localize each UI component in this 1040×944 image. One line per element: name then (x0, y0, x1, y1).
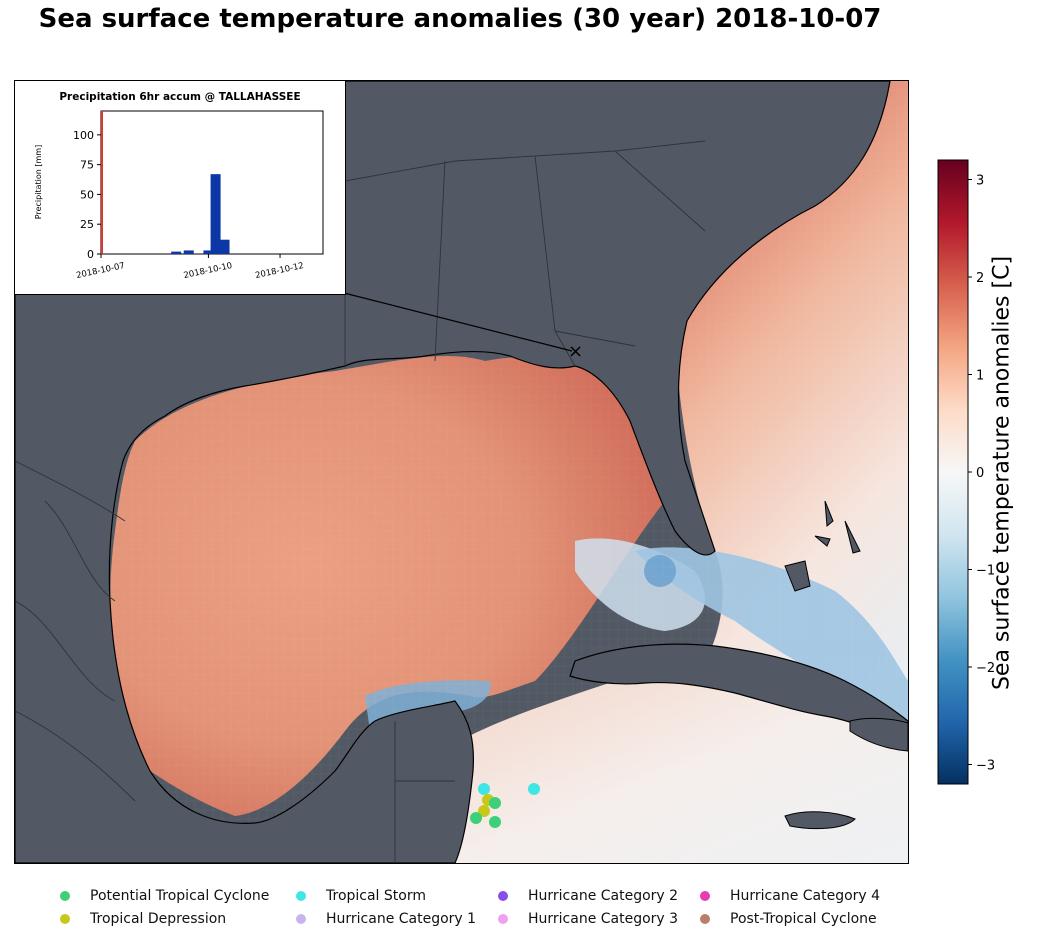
colorbar-svg: 3 2 1 0 −1 −2 −3 (937, 159, 995, 785)
colorbar-tick-label: −2 (976, 661, 995, 676)
colorbar-tick-label: 1 (976, 369, 984, 384)
storm-point (489, 816, 501, 828)
inset-bar (203, 250, 214, 254)
inset-ytick-label: 0 (87, 248, 94, 261)
legend-item: Post-Tropical Cyclone (700, 909, 877, 929)
legend-dot-icon (296, 914, 306, 924)
legend-item: Tropical Storm (296, 886, 426, 906)
legend-item: Potential Tropical Cyclone (60, 886, 269, 906)
inset-xtick-label: 2018-10-10 (183, 261, 233, 281)
inset-ytick-label: 75 (80, 159, 94, 172)
inset-xtick-label: 2018-10-07 (75, 261, 125, 281)
colorbar-tick-label: −1 (976, 564, 995, 579)
storm-point (470, 812, 482, 824)
legend-dot-icon (498, 891, 508, 901)
colorbar-tick-label: 2 (976, 271, 984, 286)
legend-dot-icon (700, 891, 710, 901)
colorbar-tick-label: 0 (976, 466, 984, 481)
legend-item: Hurricane Category 3 (498, 909, 678, 929)
jamaica-land (784, 811, 856, 830)
legend-item: Hurricane Category 2 (498, 886, 678, 906)
inset-ytick-label: 50 (80, 188, 94, 201)
legend-dot-icon (60, 891, 70, 901)
legend-dot-icon (60, 914, 70, 924)
legend-label: Hurricane Category 2 (528, 888, 679, 904)
storm-point (489, 797, 501, 809)
inset-ytick-label: 100 (73, 129, 94, 142)
inset-bar (219, 239, 230, 254)
figure-title: Sea surface temperature anomalies (30 ye… (38, 4, 882, 34)
legend-item: Hurricane Category 1 (296, 909, 476, 929)
legend-label: Potential Tropical Cyclone (90, 888, 270, 904)
colorbar-scale (937, 159, 969, 785)
bahamas-islands (784, 500, 861, 592)
inset-bar (183, 250, 194, 254)
storm-point (478, 783, 490, 795)
inset-ylabel: Precipitation [mm] (34, 145, 43, 219)
storm-legend: Potential Tropical Cyclone Tropical Depr… (60, 886, 960, 936)
inset-ytick-label: 25 (80, 218, 94, 231)
inset-bar (210, 174, 221, 254)
precipitation-inset: Precipitation 6hr accum @ TALLAHASSEE Pr… (14, 80, 346, 295)
legend-item: Hurricane Category 4 (700, 886, 880, 906)
colorbar: 3 2 1 0 −1 −2 −3 (936, 158, 1040, 788)
legend-label: Post-Tropical Cyclone (730, 911, 877, 927)
legend-label: Tropical Storm (326, 888, 426, 904)
colorbar-label: Sea surface temperature anomalies [C] (989, 255, 1015, 691)
storm-point (528, 783, 540, 795)
colorbar-tick-label: 3 (976, 174, 984, 189)
legend-dot-icon (498, 914, 508, 924)
colorbar-tick-label: −3 (976, 759, 995, 774)
legend-dot-icon (296, 891, 306, 901)
inset-bar (171, 251, 182, 254)
hispaniola-land (849, 717, 908, 752)
legend-label: Hurricane Category 1 (326, 911, 477, 927)
legend-label: Hurricane Category 3 (528, 911, 679, 927)
inset-xtick-label: 2018-10-12 (254, 261, 304, 281)
station-marker: × (568, 341, 583, 362)
inset-chart: Precipitation [mm] 0 25 50 75 100 2018-10-07… (34, 110, 324, 281)
storm-track (470, 783, 540, 828)
legend-label: Hurricane Category 4 (730, 888, 881, 904)
legend-dot-icon (700, 914, 710, 924)
inset-title: Precipitation 6hr accum @ TALLAHASSEE (59, 91, 301, 103)
legend-item: Tropical Depression (60, 909, 226, 929)
storm-point (478, 805, 490, 817)
legend-label: Tropical Depression (90, 911, 227, 927)
